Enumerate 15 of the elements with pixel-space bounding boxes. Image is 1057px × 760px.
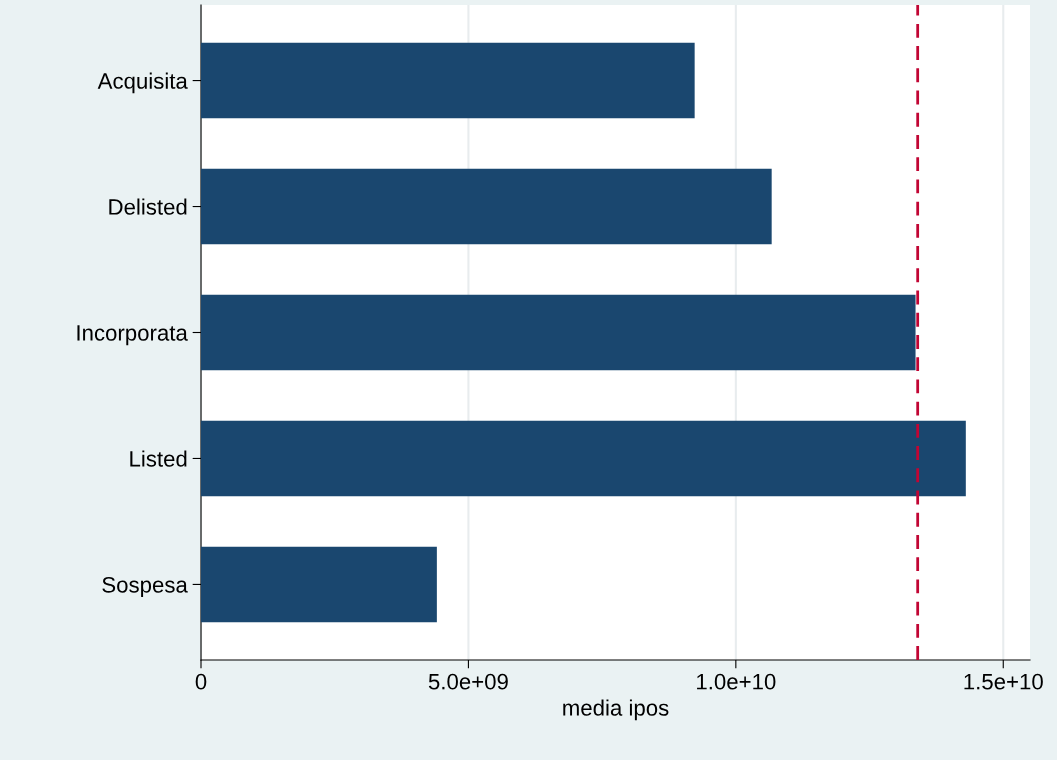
y-tick-label: Sospesa	[102, 576, 188, 598]
bar	[201, 546, 437, 623]
y-tick-label: Acquisita	[97, 72, 188, 94]
y-tick-label: Listed	[130, 450, 187, 467]
y-tick-label: Delisted	[109, 198, 187, 215]
x-tick-label: 1.5e+10	[964, 673, 1043, 690]
x-tick-label: 0	[195, 673, 207, 690]
bar	[201, 42, 695, 119]
x-tick-label: 5.0e+09	[428, 673, 508, 690]
bar	[201, 294, 916, 371]
x-axis-title: media ipos	[563, 699, 669, 721]
y-tick-label: Incorporata	[77, 325, 188, 346]
x-tick-label: 1.0e+10	[697, 673, 776, 690]
bar	[201, 420, 966, 497]
bar	[201, 168, 772, 245]
